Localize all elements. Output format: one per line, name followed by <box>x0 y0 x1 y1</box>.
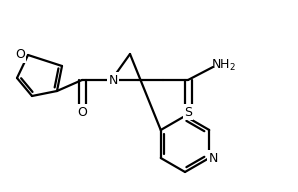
Text: O: O <box>15 49 25 61</box>
Text: N: N <box>108 74 118 87</box>
Text: S: S <box>184 105 192 118</box>
Text: O: O <box>77 105 87 118</box>
Text: N: N <box>209 151 218 165</box>
Text: NH$_2$: NH$_2$ <box>210 57 235 73</box>
